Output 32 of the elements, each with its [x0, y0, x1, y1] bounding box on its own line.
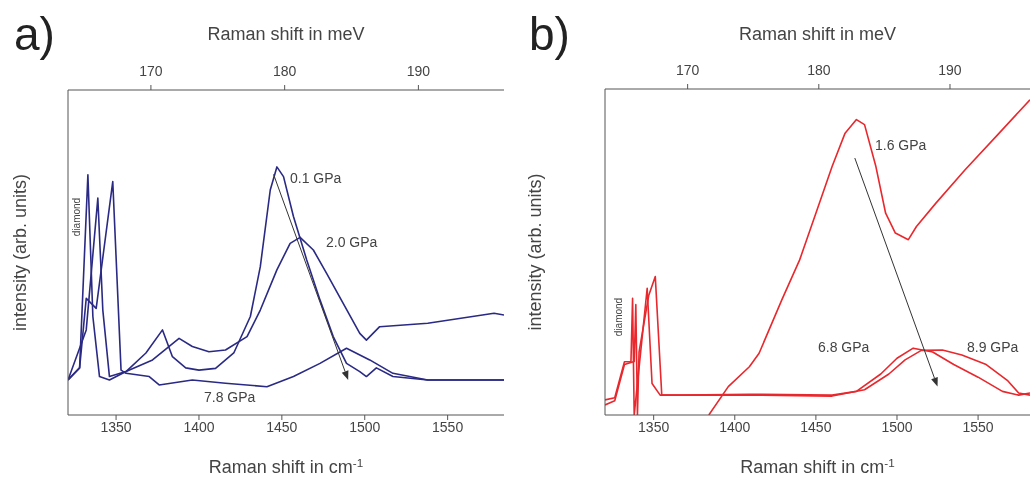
x-tick-label: 1350: [100, 418, 132, 435]
chart-title: a): [14, 8, 55, 60]
series-label: 2.0 GPa: [326, 233, 378, 250]
x-tick-label: 1550: [962, 418, 994, 435]
x2-tick-label: 190: [938, 62, 962, 78]
x2-tick-label: 190: [406, 63, 431, 79]
x2-tick-label: 180: [807, 62, 831, 78]
x-tick-label: 1450: [800, 418, 832, 435]
annotation: diamond: [613, 297, 624, 337]
x2-tick-label: 180: [272, 63, 297, 79]
annotation: diamond: [71, 197, 82, 237]
series-label: 7.8 GPa: [204, 388, 256, 405]
x-tick-label: 1350: [638, 418, 670, 435]
y-axis-title: intensity (arb. units): [525, 173, 545, 331]
x2-axis-title: Raman shift in meV: [207, 24, 365, 44]
x2-axis-title: Raman shift in meV: [738, 24, 897, 44]
x2-tick-label: 170: [675, 62, 700, 78]
x-axis-title: Raman shift in cm$^{-1}$: [740, 455, 895, 477]
chart-title: b): [529, 8, 570, 60]
series-label: 1.6 GPa: [875, 136, 927, 153]
x-tick-label: 1550: [432, 418, 464, 435]
y-axis-title: intensity (arb. units): [10, 173, 30, 332]
x-tick-label: 1500: [881, 418, 913, 435]
x-tick-label: 1500: [349, 418, 381, 435]
series-label: 6.8 GPa: [818, 338, 870, 355]
x-tick-label: 1450: [266, 418, 298, 435]
x-axis-title: Raman shift in cm$^{-1}$: [208, 455, 364, 477]
x2-tick-label: 170: [139, 63, 163, 79]
x-tick-label: 1400: [719, 418, 751, 435]
series-label: 0.1 GPa: [290, 169, 342, 186]
series-label: 8.9 GPa: [967, 338, 1019, 355]
x-tick-label: 1400: [183, 418, 215, 435]
